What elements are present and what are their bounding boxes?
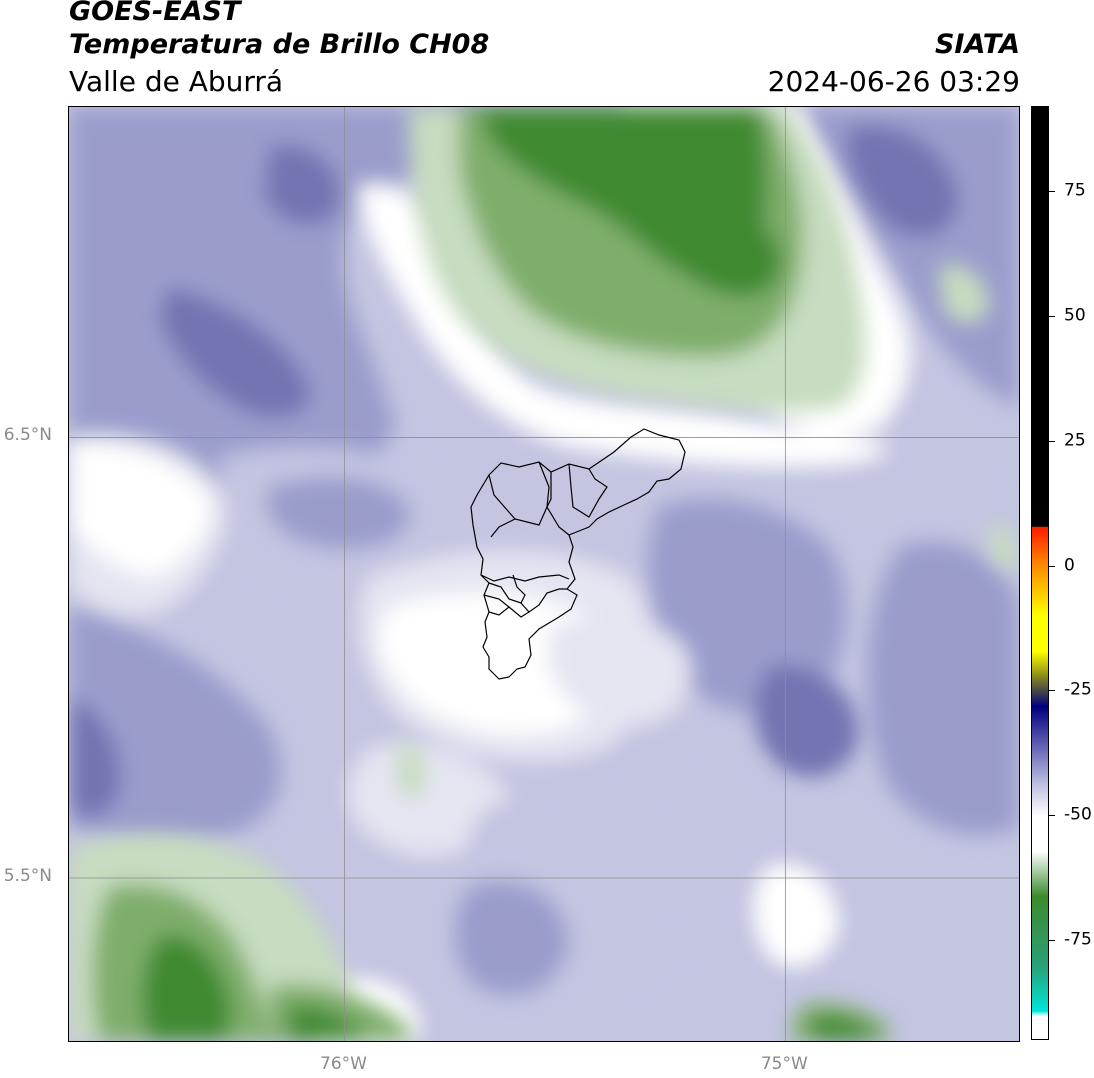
municipality-outline bbox=[508, 606, 530, 618]
colorbar-tick-label: 50 bbox=[1064, 305, 1086, 326]
map-gridlines bbox=[69, 107, 1019, 1041]
field-region bbox=[264, 145, 341, 226]
colorbar-tick-label: -50 bbox=[1064, 804, 1092, 825]
municipality-outline bbox=[546, 472, 552, 508]
field-region bbox=[989, 524, 1019, 571]
field-region bbox=[846, 125, 959, 237]
field-region bbox=[939, 264, 989, 323]
municipality-outline bbox=[546, 506, 570, 536]
field-region bbox=[755, 665, 859, 777]
field-region bbox=[142, 935, 231, 1041]
colorbar-tick bbox=[1049, 440, 1055, 442]
field-region bbox=[266, 476, 411, 550]
colorbar-tick bbox=[1049, 315, 1055, 317]
latitude-label: 6.5°N bbox=[3, 425, 52, 446]
field-region bbox=[754, 865, 839, 967]
municipality-outline bbox=[480, 574, 570, 582]
colorbar-tick-label: 75 bbox=[1064, 180, 1086, 201]
colorbar-tick bbox=[1049, 690, 1055, 692]
municipality-outline bbox=[490, 518, 516, 538]
field-region bbox=[69, 607, 281, 842]
colorbar-tick-label: -25 bbox=[1064, 679, 1092, 700]
colorbar-tick bbox=[1049, 565, 1055, 567]
product-title: Temperatura de Brillo CH08 bbox=[69, 29, 490, 60]
map-canvas bbox=[69, 107, 1019, 1041]
colorbar-tick-label: 0 bbox=[1064, 555, 1075, 575]
municipality-outline bbox=[520, 588, 567, 613]
field-region bbox=[69, 444, 211, 577]
field-region bbox=[359, 184, 889, 467]
field-region bbox=[648, 499, 847, 715]
municipality-outline bbox=[470, 428, 686, 680]
municipality-outline bbox=[488, 461, 550, 526]
colorbar-tick bbox=[1049, 940, 1055, 942]
field-region bbox=[159, 287, 311, 418]
colorbar-tick bbox=[1049, 190, 1055, 192]
municipality-outline bbox=[568, 463, 608, 518]
field-region bbox=[455, 880, 569, 995]
field-region bbox=[69, 697, 121, 817]
longitude-label: 76°W bbox=[320, 1054, 367, 1074]
field-region bbox=[69, 107, 489, 495]
field-region bbox=[549, 617, 691, 727]
colorbar-tick-label: -75 bbox=[1064, 929, 1092, 950]
satellite-title: GOES-EAST bbox=[69, 0, 241, 27]
brand-label: SIATA bbox=[934, 29, 1020, 60]
field-region bbox=[289, 1006, 369, 1041]
colorbar-tick bbox=[1049, 815, 1055, 817]
field-region bbox=[347, 744, 509, 857]
latitude-label: 5.5°N bbox=[3, 865, 52, 886]
field-region bbox=[799, 107, 1019, 407]
colorbar-tick-label: 25 bbox=[1064, 430, 1086, 451]
region-subtitle: Valle de Aburrá bbox=[69, 65, 284, 98]
field-region bbox=[664, 194, 782, 297]
field-region bbox=[809, 1015, 879, 1041]
colorbar bbox=[1031, 106, 1049, 1040]
colorbar-gradient bbox=[1032, 107, 1048, 1039]
longitude-label: 75°W bbox=[760, 1054, 808, 1074]
datetime-label: 2024-06-26 03:29 bbox=[767, 65, 1020, 98]
field-region bbox=[867, 540, 1019, 835]
cold-cloud-field bbox=[69, 107, 1019, 1041]
brightness-temperature-map bbox=[68, 106, 1020, 1042]
field-region bbox=[397, 744, 425, 798]
valle-de-aburra-boundary bbox=[470, 428, 686, 680]
